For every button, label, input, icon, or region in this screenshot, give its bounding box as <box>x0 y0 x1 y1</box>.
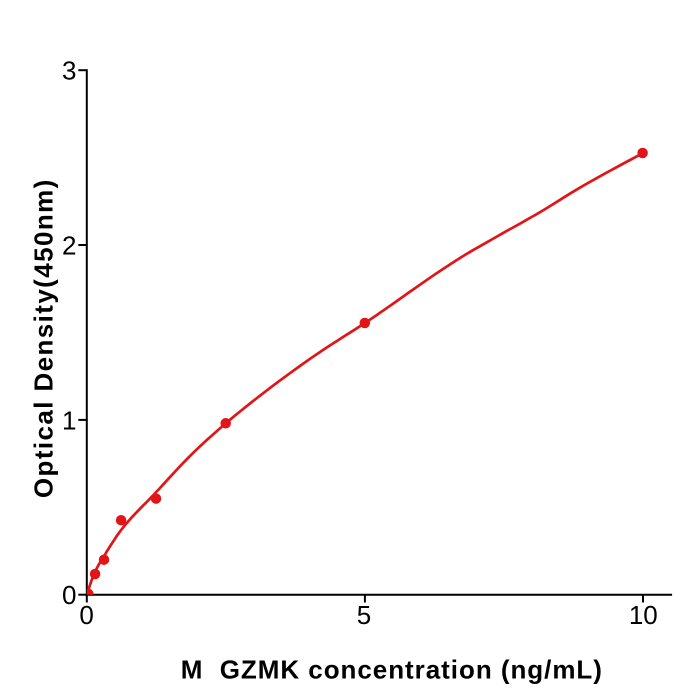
svg-text:M GZMK concentration (ng/mL): M GZMK concentration (ng/mL) <box>181 655 603 685</box>
svg-text:10: 10 <box>629 600 658 630</box>
svg-text:2: 2 <box>62 231 76 261</box>
svg-text:3: 3 <box>62 56 76 86</box>
svg-text:1: 1 <box>62 405 76 435</box>
svg-text:0: 0 <box>79 600 93 630</box>
svg-text:5: 5 <box>357 600 371 630</box>
svg-text:Optical Density(450nm): Optical Density(450nm) <box>29 178 59 498</box>
svg-text:0: 0 <box>62 580 76 610</box>
